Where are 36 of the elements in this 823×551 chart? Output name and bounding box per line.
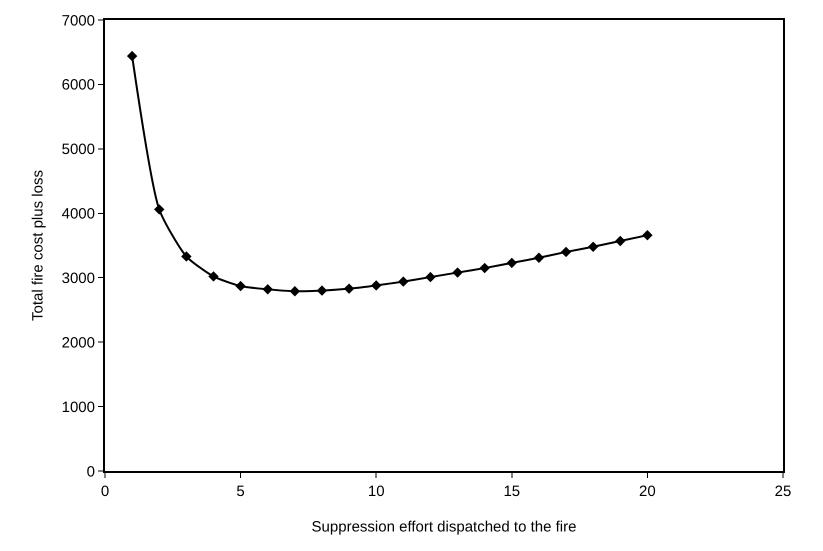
x-tick-label: 25: [774, 483, 792, 500]
point: [316, 285, 328, 296]
point: [154, 204, 164, 215]
y-tick-label: 5000: [62, 141, 95, 158]
point: [344, 283, 354, 294]
y-tick-label: 6000: [62, 76, 95, 94]
point: [371, 280, 382, 291]
point: [290, 286, 300, 296]
y-tick-label: 7000: [62, 12, 95, 30]
point: [235, 280, 246, 292]
point: [126, 50, 138, 62]
point: [208, 271, 219, 282]
y-axis-title: Total fire cost plus loss: [29, 170, 46, 321]
point: [506, 258, 517, 268]
point: [642, 230, 653, 240]
point: [534, 252, 544, 263]
y-tick-label: 0: [86, 463, 95, 480]
x-tick-label: 0: [100, 483, 110, 500]
point: [452, 267, 463, 278]
point: [181, 251, 192, 262]
point: [588, 242, 598, 252]
point: [425, 272, 436, 282]
x-tick-label: 10: [368, 483, 385, 500]
x-axis-title: Suppression effort dispatched to the fire: [312, 518, 576, 536]
y-tick-label: 4000: [62, 206, 95, 223]
x-tick-label: 15: [503, 483, 520, 500]
point: [479, 262, 490, 274]
y-tick-label: 3000: [62, 270, 95, 287]
y-tick-label: 2000: [62, 334, 95, 352]
point: [262, 284, 273, 295]
x-tick-label: 20: [639, 483, 656, 500]
x-tick-label: 5: [236, 483, 245, 500]
point: [398, 276, 409, 287]
y-tick-label: 1000: [62, 398, 95, 416]
point: [560, 246, 572, 258]
point: [615, 236, 626, 246]
